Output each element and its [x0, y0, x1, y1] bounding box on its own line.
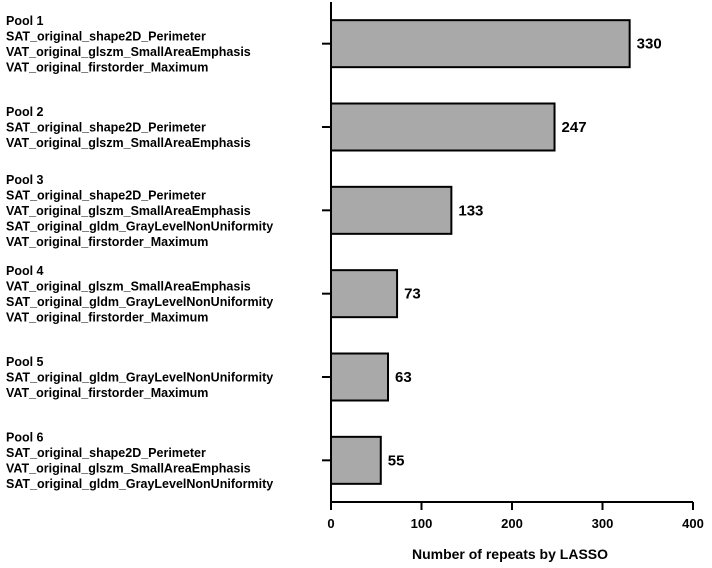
category-feature-label: SAT_original_gldm_GrayLevelNonUniformity — [6, 295, 273, 309]
category-title: Pool 1 — [6, 14, 44, 28]
bar-value-label: 55 — [388, 452, 405, 469]
category-feature-label: SAT_original_shape2D_Perimeter — [6, 446, 206, 460]
category-title: Pool 6 — [6, 431, 44, 445]
bar-value-label: 133 — [458, 202, 483, 219]
category-feature-label: SAT_original_gldm_GrayLevelNonUniformity — [6, 371, 273, 385]
bar — [330, 102, 556, 152]
category-title: Pool 5 — [6, 355, 44, 369]
bar-value-label: 63 — [395, 369, 412, 386]
category-feature-label: SAT_original_shape2D_Perimeter — [6, 188, 206, 202]
x-axis-title: Number of repeats by LASSO — [412, 546, 608, 562]
category-feature-label: SAT_original_shape2D_Perimeter — [6, 29, 206, 43]
bar — [330, 19, 631, 69]
bar — [330, 352, 390, 402]
x-tick-label: 0 — [327, 516, 334, 531]
value-labels: 330 247 133 73 63 55 — [388, 36, 662, 470]
category-feature-label: VAT_original_glszm_SmallAreaEmphasis — [6, 136, 251, 150]
category-feature-label: SAT_original_gldm_GrayLevelNonUniformity — [6, 219, 273, 233]
category-feature-label: VAT_original_glszm_SmallAreaEmphasis — [6, 279, 251, 293]
category-feature-label: VAT_original_firstorder_Maximum — [6, 60, 208, 74]
category-feature-label: VAT_original_glszm_SmallAreaEmphasis — [6, 45, 251, 59]
bar — [330, 185, 453, 235]
bar-value-label: 73 — [404, 286, 421, 303]
category-feature-label: SAT_original_shape2D_Perimeter — [6, 121, 206, 135]
category-title: Pool 2 — [6, 105, 44, 119]
category-feature-label: VAT_original_glszm_SmallAreaEmphasis — [6, 462, 251, 476]
x-tick-label: 400 — [682, 516, 704, 531]
category-feature-label: SAT_original_gldm_GrayLevelNonUniformity — [6, 477, 273, 491]
category-labels: Pool 1SAT_original_shape2D_PerimeterVAT_… — [6, 14, 331, 491]
category-feature-label: VAT_original_firstorder_Maximum — [6, 386, 208, 400]
category-feature-label: VAT_original_firstorder_Maximum — [6, 310, 208, 324]
x-tick-label: 300 — [592, 516, 614, 531]
category-title: Pool 4 — [6, 264, 44, 278]
x-axis-ticks: 0 100 200 300 400 — [327, 502, 704, 531]
bar-value-label: 330 — [637, 36, 662, 53]
x-tick-label: 200 — [501, 516, 523, 531]
bar — [330, 269, 399, 319]
bars — [330, 19, 631, 485]
category-feature-label: VAT_original_glszm_SmallAreaEmphasis — [6, 204, 251, 218]
category-title: Pool 3 — [6, 173, 44, 187]
category-feature-label: VAT_original_firstorder_Maximum — [6, 235, 208, 249]
bar — [330, 435, 382, 485]
x-tick-label: 100 — [411, 516, 433, 531]
bar-value-label: 247 — [562, 119, 587, 136]
